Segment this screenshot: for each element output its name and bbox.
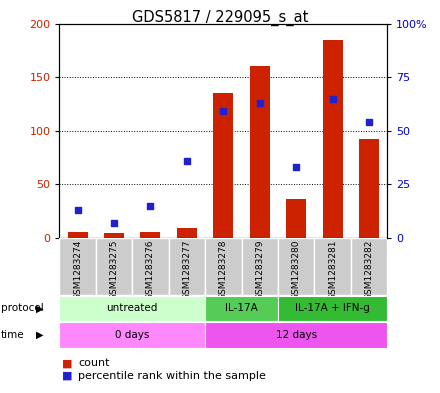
- Point: [110, 220, 117, 226]
- Point: [256, 100, 263, 106]
- Text: GDS5817 / 229095_s_at: GDS5817 / 229095_s_at: [132, 10, 308, 26]
- Text: GSM1283278: GSM1283278: [219, 239, 228, 300]
- Bar: [359, 139, 379, 238]
- Text: GSM1283281: GSM1283281: [328, 239, 337, 300]
- Bar: [314, 238, 351, 295]
- Point: [220, 108, 227, 114]
- Point: [74, 207, 81, 213]
- Point: [329, 95, 336, 102]
- Bar: [250, 66, 270, 238]
- Bar: [169, 238, 205, 295]
- Bar: [278, 238, 314, 295]
- Text: IL-17A: IL-17A: [225, 303, 258, 313]
- Text: GSM1283280: GSM1283280: [292, 239, 301, 300]
- Text: time: time: [1, 330, 25, 340]
- Bar: [59, 296, 205, 321]
- Bar: [286, 199, 306, 238]
- Text: IL-17A + IFN-g: IL-17A + IFN-g: [295, 303, 370, 313]
- Text: ▶: ▶: [36, 330, 44, 340]
- Bar: [351, 238, 387, 295]
- Bar: [177, 228, 197, 238]
- Text: ■: ■: [62, 371, 72, 381]
- Bar: [59, 238, 96, 295]
- Text: untreated: untreated: [106, 303, 158, 313]
- Bar: [205, 322, 387, 348]
- Text: 12 days: 12 days: [275, 330, 317, 340]
- Bar: [59, 322, 205, 348]
- Text: protocol: protocol: [1, 303, 44, 313]
- Text: GSM1283276: GSM1283276: [146, 239, 155, 300]
- Text: ■: ■: [62, 358, 72, 368]
- Text: GSM1283274: GSM1283274: [73, 239, 82, 300]
- Point: [147, 202, 154, 209]
- Bar: [132, 238, 169, 295]
- Text: ▶: ▶: [36, 303, 44, 313]
- Bar: [205, 296, 278, 321]
- Bar: [96, 238, 132, 295]
- Bar: [205, 238, 242, 295]
- Bar: [242, 238, 278, 295]
- Point: [183, 158, 191, 164]
- Text: GSM1283277: GSM1283277: [182, 239, 191, 300]
- Text: GSM1283275: GSM1283275: [110, 239, 118, 300]
- Bar: [140, 232, 161, 238]
- Text: GSM1283279: GSM1283279: [255, 239, 264, 300]
- Bar: [68, 232, 88, 238]
- Point: [366, 119, 373, 125]
- Bar: [213, 93, 233, 238]
- Bar: [104, 233, 124, 238]
- Text: GSM1283282: GSM1283282: [364, 239, 374, 300]
- Point: [293, 164, 300, 170]
- Text: 0 days: 0 days: [115, 330, 150, 340]
- Text: percentile rank within the sample: percentile rank within the sample: [78, 371, 266, 381]
- Text: count: count: [78, 358, 110, 368]
- Bar: [323, 40, 343, 238]
- Bar: [278, 296, 387, 321]
